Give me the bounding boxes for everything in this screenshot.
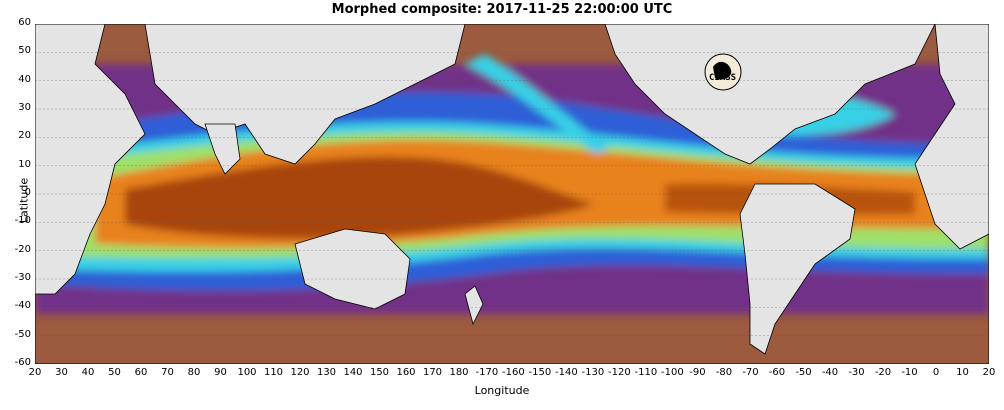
x-tick-label: 170 xyxy=(422,367,443,378)
x-tick-label: 130 xyxy=(316,367,337,378)
x-tick-label: -110 xyxy=(634,367,658,378)
precipitable-water-map: CIMSS xyxy=(35,24,989,364)
y-tick-label: 40 xyxy=(18,73,31,85)
graticule xyxy=(35,52,989,336)
y-tick-label: -30 xyxy=(14,272,31,283)
x-tick-label: 50 xyxy=(108,367,121,378)
x-tick-label: 10 xyxy=(956,367,969,378)
x-tick-label: 140 xyxy=(343,367,363,378)
x-tick-label: 40 xyxy=(81,367,95,378)
x-tick-label: 150 xyxy=(369,367,390,378)
x-tick-label: -90 xyxy=(689,367,706,378)
y-tick-label: 0 xyxy=(24,187,31,198)
x-tick-label: -100 xyxy=(661,367,684,378)
x-tick-label: 160 xyxy=(396,367,416,378)
y-tick-label: 10 xyxy=(18,158,31,170)
x-tick-label: -60 xyxy=(768,367,786,378)
x-tick-label: -30 xyxy=(848,367,865,378)
x-tick-label: -20 xyxy=(874,367,892,378)
y-tick-label: 60 xyxy=(18,17,31,28)
logo-text: CIMSS xyxy=(709,73,736,83)
x-tick-label: -80 xyxy=(715,367,733,378)
x-tick-label: -50 xyxy=(795,367,812,378)
x-tick-label: -130 xyxy=(581,367,605,378)
y-tick-label: -10 xyxy=(14,215,31,227)
map-title: Morphed composite: 2017-11-25 22:00:00 U… xyxy=(331,2,673,17)
y-tick-label: -60 xyxy=(14,357,31,368)
x-tick-label: -160 xyxy=(502,367,525,378)
x-tick-label: -170 xyxy=(475,367,499,378)
x-tick-label: -40 xyxy=(821,367,839,378)
x-tick-label: -150 xyxy=(528,367,552,378)
x-tick-label: 0 xyxy=(932,367,940,378)
x-tick-label: 90 xyxy=(214,367,227,378)
x-tick-label: 80 xyxy=(187,367,201,378)
y-tick-label: -20 xyxy=(14,243,31,255)
y-tick-label: -40 xyxy=(14,300,31,312)
x-tick-label: -140 xyxy=(555,367,578,378)
y-tick-label: 30 xyxy=(18,102,31,113)
y-tick-label: -50 xyxy=(14,328,31,340)
x-tick-label: 100 xyxy=(237,367,257,378)
y-tick-label: 50 xyxy=(18,45,31,57)
x-axis-label: Longitude xyxy=(474,384,530,397)
x-tick-label: 20 xyxy=(28,367,42,378)
x-tick-label: 30 xyxy=(55,367,68,378)
y-tick-label: 20 xyxy=(18,130,31,142)
x-tick-label: 180 xyxy=(449,367,469,378)
x-tick-label: -120 xyxy=(608,367,631,378)
x-tick-label: -70 xyxy=(742,367,759,378)
x-tick-label: 110 xyxy=(263,367,284,378)
cimss-logo-icon: CIMSS xyxy=(704,53,742,91)
x-tick-label: 60 xyxy=(134,367,148,378)
land-masses xyxy=(35,24,989,355)
x-tick-label: -10 xyxy=(901,367,918,378)
x-tick-label: 70 xyxy=(161,367,174,378)
x-tick-label: 20 xyxy=(982,367,996,378)
x-tick-label: 120 xyxy=(290,367,310,378)
